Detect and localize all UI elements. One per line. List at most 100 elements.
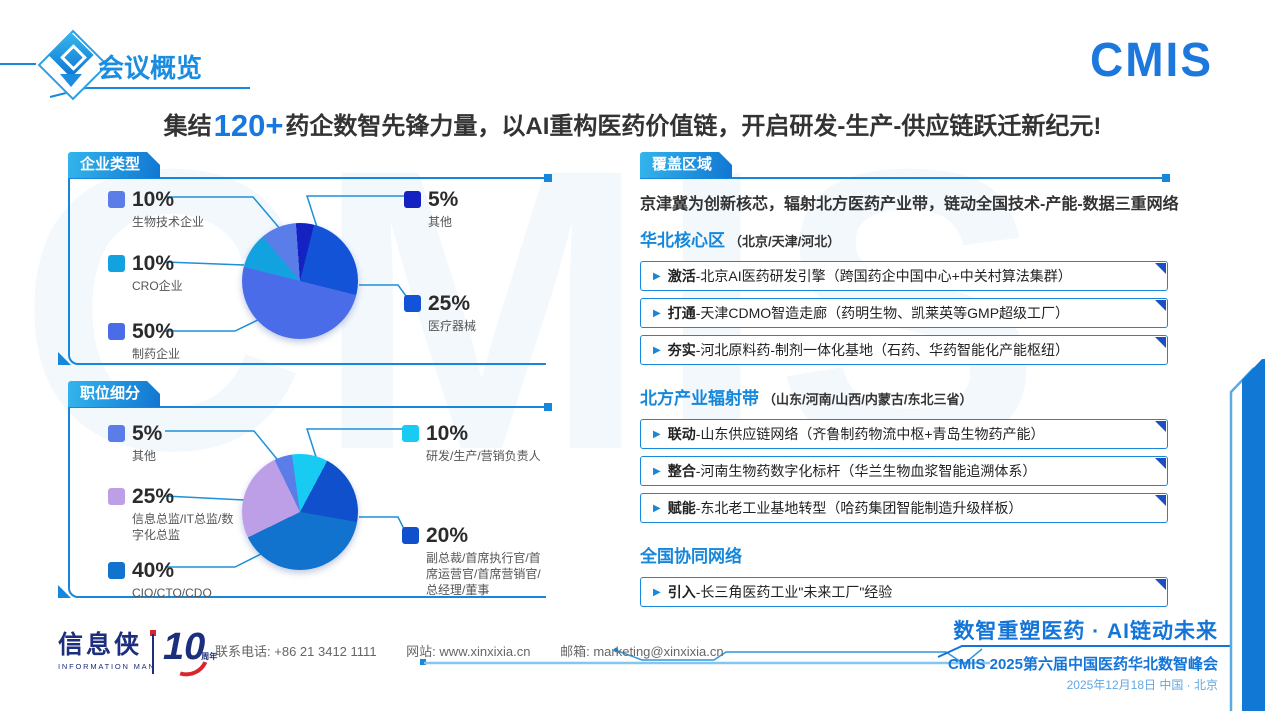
contact-info: 联系电话: +86 21 3412 1111 网站: www.xinxixia.… <box>215 641 750 660</box>
legend-percent: 25% <box>428 292 471 315</box>
triangle-bullet-icon: ▶ <box>653 307 661 319</box>
panel-top-line <box>68 403 552 411</box>
panel-top-line <box>68 174 552 182</box>
triangle-bullet-icon: ▶ <box>653 586 661 598</box>
coverage-item-lead: 联动 <box>667 426 696 442</box>
legend-label: 信息总监/IT总监/数字化总监 <box>132 512 234 543</box>
headline: 集结120+药企数智先锋力量，以AI重构医药价值链，开启研发-生产-供应链跃迁新… <box>0 106 1265 144</box>
legend-label: CRO企业 <box>132 279 183 294</box>
legend-item: 40% CIO/CTO/CDO <box>108 559 212 601</box>
event-date: 2025年12月18日 中国 · 北京 <box>1066 678 1218 692</box>
legend-item: 10% 生物技术企业 <box>108 188 204 230</box>
coverage-item-text: -山东供应链网络（齐鲁制药物流中枢+青岛生物药产能） <box>695 426 1045 442</box>
anniversary-logo: 10 周年 <box>161 626 217 683</box>
event-name: CMIS 2025第六届中国医药华北数智峰会 <box>947 656 1218 673</box>
coverage-section: 覆盖区域 京津冀为创新核芯，辐射北方医药产业带，链动全国技术-产能-数据三重网络… <box>640 152 1179 607</box>
legend-label: 制药企业 <box>132 347 181 362</box>
coverage-item: ▶ 整合 -河南生物药数字化标杆（华兰生物血浆智能追溯体系） <box>640 456 1168 486</box>
legend-item: 10% 研发/生产/营销负责人 <box>402 422 541 464</box>
coverage-group-name: 全国协同网络 <box>640 547 742 566</box>
coverage-item-lead: 打通 <box>667 305 696 321</box>
legend-item: 10% CRO企业 <box>108 252 183 294</box>
legend-swatch <box>108 562 125 579</box>
coverage-item-lead: 夯实 <box>667 342 696 358</box>
coverage-item-text: -天津CDMO智造走廊（药明生物、凯莱英等GMP超级工厂） <box>695 305 1070 321</box>
triangle-bullet-icon: ▶ <box>653 502 661 514</box>
legend-label: 研发/生产/营销负责人 <box>426 449 541 464</box>
coverage-item: ▶ 引入 -长三角医药工业"未来工厂"经验 <box>640 577 1168 607</box>
coverage-item-text: -河南生物药数字化标杆（华兰生物血浆智能追溯体系） <box>695 463 1037 479</box>
coverage-item: ▶ 夯实 -河北原料药-制剂一体化基地（石药、华药智能化产能枢纽） <box>640 335 1168 365</box>
coverage-group-title: 全国协同网络 <box>640 545 1168 570</box>
coverage-item-text: -河北原料药-制剂一体化基地（石药、华药智能化产能枢纽） <box>695 342 1070 358</box>
legend-label: 医疗器械 <box>428 319 477 334</box>
panel-company-type-badge: 企业类型 <box>68 152 160 178</box>
legend-label: 其他 <box>132 449 157 464</box>
legend-label: 副总裁/首席执行官/首席运营官/首席营销官/总经理/董事 <box>426 551 541 598</box>
coverage-groups: 华北核心区 （北京/天津/河北） ▶ 激活 -北京AI医药研发引擎（跨国药企中国中心+中… <box>640 229 1168 607</box>
phone-label: 联系电话: <box>215 644 271 659</box>
headline-highlight: 120+ <box>213 108 284 143</box>
website-label: 网站: <box>406 644 436 659</box>
legend-swatch <box>108 488 125 505</box>
coverage-item-lead: 引入 <box>667 584 696 600</box>
anniversary-sub: 周年 <box>201 652 218 661</box>
legend-percent: 50% <box>132 320 175 343</box>
triangle-bullet-icon: ▶ <box>653 428 661 440</box>
legend-swatch <box>108 323 125 340</box>
headline-suffix: 药企数智先锋力量，以AI重构医药价值链，开启研发-生产-供应链跃迁新纪元! <box>285 113 1102 140</box>
anniversary-number: 10 <box>163 626 206 668</box>
legend-label: 其他 <box>428 215 453 230</box>
page-title: 会议概览 <box>98 53 203 83</box>
coverage-group-name: 北方产业辐射带 <box>640 389 759 408</box>
logo-divider <box>152 634 154 674</box>
coverage-item-text: -长三角医药工业"未来工厂"经验 <box>695 584 893 600</box>
panel-frame <box>58 177 546 365</box>
coverage-group-regions: （北京/天津/河北） <box>729 234 841 249</box>
email-label: 邮箱: <box>560 644 590 659</box>
legend-percent: 10% <box>132 188 175 211</box>
legend-percent: 5% <box>132 422 163 445</box>
pie-chart-company-type <box>242 223 358 339</box>
legend-percent: 40% <box>132 559 175 582</box>
email-value: marketing@xinxixia.cn <box>593 644 724 659</box>
triangle-bullet-icon: ▶ <box>653 270 661 282</box>
coverage-item: ▶ 赋能 -东北老工业基地转型（哈药集团智能制造升级样板） <box>640 493 1168 523</box>
panel-frame <box>58 406 546 598</box>
coverage-item-lead: 整合 <box>667 463 696 479</box>
legend-percent: 20% <box>426 524 469 547</box>
legend-swatch <box>108 255 125 272</box>
legend-swatch <box>108 191 125 208</box>
panel-top-line <box>640 174 1170 182</box>
coverage-item-lead: 赋能 <box>667 500 696 516</box>
legend-swatch <box>402 527 419 544</box>
legend-item: 25% 信息总监/IT总监/数字化总监 <box>108 485 244 543</box>
phone-value: +86 21 3412 1111 <box>274 644 377 659</box>
coverage-item: ▶ 打通 -天津CDMO智造走廊（药明生物、凯莱英等GMP超级工厂） <box>640 298 1168 328</box>
headline-prefix: 集结 <box>163 113 212 140</box>
legend-swatch <box>108 425 125 442</box>
legend-connector-lines <box>164 428 405 568</box>
coverage-item-lead: 激活 <box>667 268 696 284</box>
legend-item: 5% 其他 <box>404 188 458 230</box>
coverage-badge: 覆盖区域 <box>640 152 732 178</box>
line-end-square <box>544 403 552 411</box>
legend-percent: 10% <box>426 422 469 445</box>
legend-swatch <box>404 295 421 312</box>
legend-label: 生物技术企业 <box>132 215 205 230</box>
coverage-group: 全国协同网络 ▶ 引入 -长三角医药工业"未来工厂"经验 <box>640 545 1168 607</box>
legend-label: CIO/CTO/CDO <box>132 586 212 601</box>
coverage-group: 北方产业辐射带 （山东/河南/山西/内蒙古/东北三省） ▶ 联动 -山东供应链网络（齐鲁… <box>640 387 1168 523</box>
coverage-item: ▶ 联动 -山东供应链网络（齐鲁制药物流中枢+青岛生物药产能） <box>640 419 1168 449</box>
legend-swatch <box>404 191 421 208</box>
legend-percent: 5% <box>428 188 459 211</box>
legend-item: 20% 副总裁/首席执行官/首席运营官/首席营销官/总经理/董事 <box>402 524 550 599</box>
coverage-group-regions: （山东/河南/山西/内蒙古/东北三省） <box>763 392 973 407</box>
triangle-bullet-icon: ▶ <box>653 465 661 477</box>
legend-item: 5% 其他 <box>108 422 162 464</box>
line-end-square <box>544 174 552 182</box>
coverage-group-name: 华北核心区 <box>640 231 725 250</box>
coverage-intro: 京津冀为创新核芯，辐射北方医药产业带，链动全国技术-产能-数据三重网络 <box>640 196 1179 213</box>
legend-percent: 10% <box>132 252 175 275</box>
